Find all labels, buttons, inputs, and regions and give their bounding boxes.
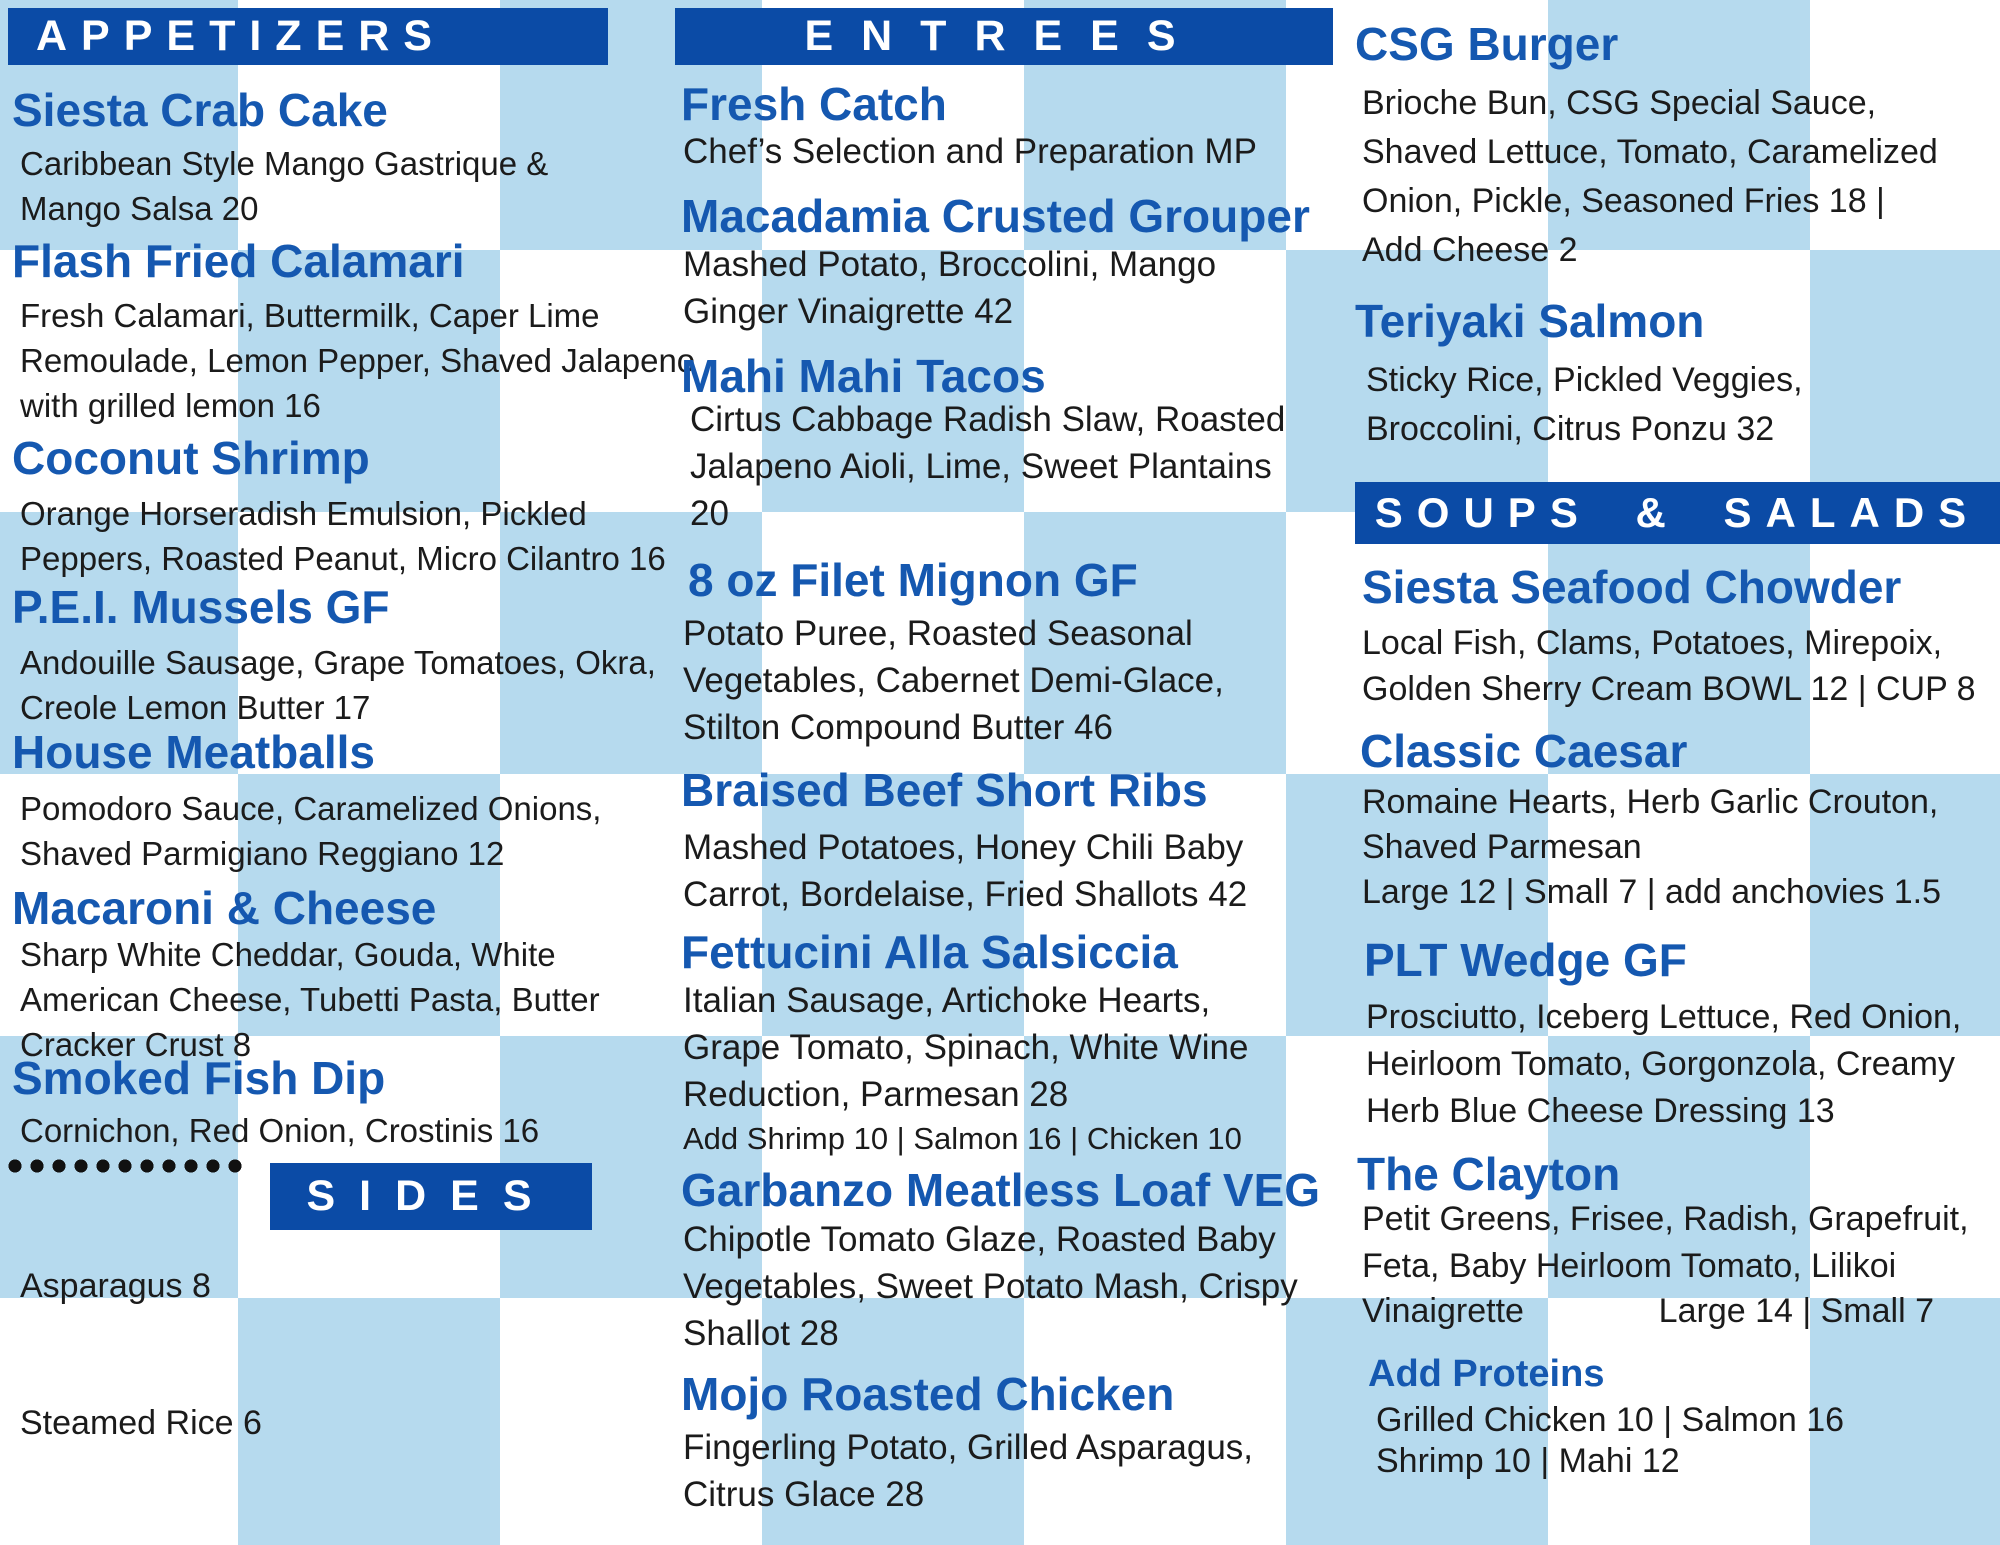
menu-item-desc: Romaine Hearts, Herb Garlic Crouton, Sha…: [1362, 783, 1942, 911]
menu-item-title: Braised Beef Short Ribs: [681, 764, 1208, 816]
menu-item-desc: Prosciutto, Iceberg Lettuce, Red Onion, …: [1366, 998, 1962, 1130]
menu-item-addon: Add Shrimp 10 | Salmon 16 | Chicken 10: [683, 1121, 1242, 1156]
entrees-header-bar: ENTREES: [675, 8, 1333, 65]
menu-item-title: Fettucini Alla Salsiccia: [681, 926, 1178, 978]
menu-item-title: P.E.I. Mussels GF: [12, 581, 390, 633]
menu-item-title: PLT Wedge GF: [1364, 934, 1687, 986]
menu-item-title: Add Proteins: [1368, 1353, 1605, 1395]
side-item: Asparagus 8: [20, 1267, 211, 1305]
menu-item-title: Mojo Roasted Chicken: [681, 1368, 1175, 1420]
side-item: Fingerling Potatoes 8: [20, 1537, 547, 1545]
menu-item-desc: Mashed Potatoes, Honey Chili Baby Carrot…: [683, 828, 1248, 914]
menu-item-desc: Chipotle Tomato Glaze, Roasted Baby Vege…: [683, 1220, 1298, 1353]
menu-item-desc: Potato Puree, Roasted Seasonal Vegetable…: [683, 614, 1224, 747]
menu-item-desc: Pomodoro Sauce, Caramelized Onions, Shav…: [20, 790, 602, 872]
menu-item-desc: Cornichon, Red Onion, Crostinis 16: [20, 1112, 540, 1149]
side-item: Steamed Rice 6: [20, 1403, 262, 1442]
price-line: Vinaigrette Large 14 | Small 7: [1362, 1292, 1934, 1331]
soups-salads-header-bar: SOUPS & SALADS: [1355, 482, 2000, 544]
menu-item-title: Siesta Crab Cake: [12, 84, 388, 136]
menu-item-title: Flash Fried Calamari: [12, 235, 465, 287]
menu-item-title: CSG Burger: [1355, 18, 1619, 70]
menu-item-title: Teriyaki Salmon: [1355, 295, 1705, 347]
menu-item-desc: Sticky Rice, Pickled Veggies, Broccolini…: [1366, 361, 1803, 448]
menu-item-desc: Caribbean Style Mango Gastrique & Mango …: [20, 145, 549, 227]
menu-item-title: Mahi Mahi Tacos: [681, 350, 1046, 402]
menu-item-title: 8 oz Filet Mignon GF: [688, 554, 1138, 606]
sides-list: Asparagus 8 Steamed Rice 6 Fingerling Po…: [20, 1173, 547, 1545]
menu-item-title: Macaroni & Cheese: [12, 882, 437, 934]
menu-item-desc: Italian Sausage, Artichoke Hearts, Grape…: [683, 981, 1249, 1114]
menu-item-title: Coconut Shrimp: [12, 432, 370, 484]
menu-item-title: Fresh Catch: [681, 78, 947, 130]
menu-item-desc: Andouille Sausage, Grape Tomatoes, Okra,…: [20, 644, 656, 726]
menu-item-title: Siesta Seafood Chowder: [1362, 561, 1902, 613]
menu-item-desc: Orange Horseradish Emulsion, Pickled Pep…: [20, 495, 666, 577]
menu-item-desc: Local Fish, Clams, Potatoes, Mirepoix, G…: [1362, 624, 1976, 708]
menu-item-title: Macadamia Crusted Grouper: [681, 190, 1310, 242]
price-line-left: Vinaigrette: [1362, 1292, 1524, 1330]
menu-item-title: Smoked Fish Dip: [12, 1052, 386, 1104]
price-line-right: Large 14 | Small 7: [1658, 1292, 1934, 1330]
menu-item-desc: Fresh Calamari, Buttermilk, Caper Lime R…: [20, 297, 696, 424]
menu-item-title: The Clayton: [1357, 1148, 1621, 1200]
menu-item-title: House Meatballs: [12, 726, 375, 778]
menu-item-desc: Fingerling Potato, Grilled Asparagus, Ci…: [683, 1428, 1254, 1514]
menu-item-desc: Petit Greens, Frisee, Radish, Grapefruit…: [1362, 1200, 1969, 1285]
menu-item-desc: Sharp White Cheddar, Gouda, White Americ…: [20, 936, 600, 1063]
menu-item-desc: Mashed Potato, Broccolini, Mango Ginger …: [683, 245, 1217, 331]
menu-item-title: Classic Caesar: [1360, 725, 1688, 777]
sides-header-bar: SIDES: [270, 1163, 592, 1230]
menu-item-desc: Grilled Chicken 10 | Salmon 16 Shrimp 10…: [1376, 1401, 1845, 1480]
dotted-divider: [4, 1158, 246, 1174]
menu-item-desc: Chef’s Selection and Preparation MP: [683, 132, 1257, 171]
menu-item-desc: Cirtus Cabbage Radish Slaw, Roasted Jala…: [690, 400, 1286, 533]
menu-item-title: Garbanzo Meatless Loaf VEG: [681, 1164, 1321, 1216]
appetizers-header-bar: APPETIZERS: [8, 8, 608, 65]
menu-item-desc: Brioche Bun, CSG Special Sauce, Shaved L…: [1362, 84, 1938, 269]
